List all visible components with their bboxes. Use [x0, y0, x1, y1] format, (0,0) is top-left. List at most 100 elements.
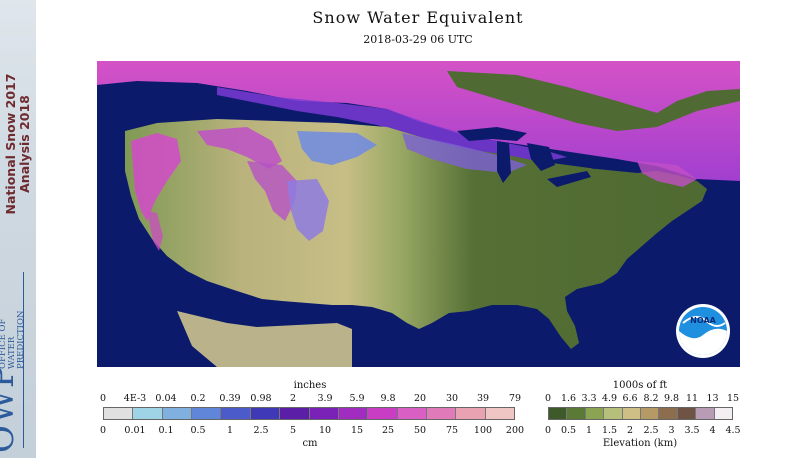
swe-color-swatch: [309, 408, 339, 419]
inch-tick: 30: [445, 393, 459, 404]
elevation-color-scale: [548, 407, 733, 420]
cm-tick: 0: [99, 425, 107, 436]
swe-color-swatch: [368, 408, 398, 419]
cm-tick: 75: [445, 425, 459, 436]
cm-tick: 50: [413, 425, 427, 436]
ft-tick: 6.6: [622, 393, 638, 404]
inch-tick: 2: [289, 393, 297, 404]
elevation-color-swatch: [641, 408, 660, 419]
elevation-color-swatch: [567, 408, 586, 419]
cm-tick: 25: [381, 425, 395, 436]
inch-tick: 20: [413, 393, 427, 404]
colorado-snow: [287, 179, 329, 241]
elevation-color-swatch: [714, 408, 733, 419]
km-tick: 3.5: [684, 425, 700, 436]
elevation-color-swatch: [659, 408, 678, 419]
cm-tick: 15: [350, 425, 364, 436]
ft-tick: 1.6: [560, 393, 577, 404]
inch-tick: 79: [508, 393, 522, 404]
cm-tick: 0.01: [124, 425, 146, 436]
elev-unit-km: Elevation (km): [602, 438, 678, 449]
ft-tick: 4.9: [601, 393, 618, 404]
inch-tick: 3.9: [317, 393, 333, 404]
km-tick: 0: [544, 425, 552, 436]
lake-huron: [527, 143, 555, 171]
inch-tick: 0.39: [219, 393, 241, 404]
swe-color-swatch: [397, 408, 427, 419]
inch-tick: 0.98: [250, 393, 272, 404]
ft-tick: 13: [706, 393, 719, 404]
km-tick: 2.5: [643, 425, 659, 436]
elev-ft-ticks: 0 1.6 3.3 4.9 6.6 8.2 9.8 11 13 15: [544, 393, 739, 405]
elevation-color-swatch: [696, 408, 715, 419]
swe-color-swatch: [280, 408, 310, 419]
cm-tick: 5: [289, 425, 297, 436]
noaa-logo: NOAA: [676, 304, 730, 358]
snow-water-equivalent-map: NOAA: [97, 61, 740, 367]
cm-tick: 10: [318, 425, 332, 436]
cm-tick: 2.5: [253, 425, 269, 436]
swe-inch-ticks: 0 4E-3 0.04 0.2 0.39 0.98 2 3.9 5.9 9.8 …: [99, 393, 521, 405]
lake-ontario: [589, 159, 619, 169]
inch-tick: 0.2: [190, 393, 206, 404]
ft-tick: 0: [544, 393, 552, 404]
km-tick: 1.5: [601, 425, 618, 436]
noaa-logo-text: NOAA: [690, 316, 716, 325]
ft-tick: 15: [726, 393, 740, 404]
sierra-snow: [147, 211, 163, 251]
cm-tick: 200: [505, 425, 525, 436]
cm-tick: 1: [226, 425, 234, 436]
elevation-color-swatch: [549, 408, 568, 419]
ft-tick: 11: [685, 393, 699, 404]
owp-banner: National Snow 2017 Analysis 2018 OFFICE …: [0, 0, 36, 458]
km-tick: 0.5: [560, 425, 577, 436]
cm-tick: 100: [473, 425, 493, 436]
km-tick: 2: [626, 425, 634, 436]
elev-unit-ft: 1000s of ft: [612, 380, 668, 391]
elevation-color-swatch: [622, 408, 642, 419]
inch-tick: 0: [99, 393, 107, 404]
km-tick: 4: [709, 425, 716, 436]
swe-color-swatch: [485, 408, 515, 419]
inch-tick: 0.04: [155, 393, 177, 404]
ft-tick: 3.3: [581, 393, 597, 404]
swe-color-scale: [103, 407, 515, 420]
swe-color-swatch: [104, 408, 134, 419]
km-tick: 1: [585, 425, 593, 436]
mexico: [177, 311, 352, 367]
inch-tick: 9.8: [380, 393, 396, 404]
swe-color-swatch: [192, 408, 222, 419]
lake-michigan: [497, 141, 511, 183]
swe-color-swatch: [221, 408, 251, 419]
rockies-north-snow: [197, 127, 282, 169]
swe-unit-cm: cm: [302, 438, 318, 449]
map-timestamp: 2018-03-29 06 UTC: [363, 33, 473, 46]
banner-divider: [23, 272, 24, 448]
elevation-color-swatch: [677, 408, 697, 419]
cm-tick: 0.1: [158, 425, 174, 436]
map-title: Snow Water Equivalent: [312, 8, 524, 27]
swe-cm-ticks: 0 0.01 0.1 0.5 1 2.5 5 10 15 25 50 75 10…: [99, 425, 524, 437]
inch-tick: 5.9: [349, 393, 365, 404]
swe-color-swatch: [250, 408, 281, 419]
ft-tick: 8.2: [643, 393, 659, 404]
km-tick: 3: [668, 425, 675, 436]
elevation-color-swatch: [604, 408, 623, 419]
lake-superior: [457, 127, 527, 141]
inch-tick: 4E-3: [123, 393, 147, 404]
swe-color-swatch: [338, 408, 369, 419]
ft-tick: 9.8: [663, 393, 680, 404]
inch-tick: 39: [476, 393, 490, 404]
km-tick: 4.5: [725, 425, 741, 436]
upper-midwest-snow: [402, 133, 527, 173]
swe-color-swatch: [133, 408, 163, 419]
pacific-northwest-snow: [131, 133, 181, 221]
swe-unit-inches: inches: [293, 380, 327, 391]
new-england-snow: [637, 161, 697, 187]
elevation-color-swatch: [585, 408, 605, 419]
elev-km-ticks: 0 0.5 1 1.5 2 2.5 3 3.5 4 4.5: [544, 425, 741, 437]
owp-logo-text: OWP: [0, 364, 22, 453]
cm-tick: 0.5: [190, 425, 206, 436]
rockies-snow: [247, 161, 297, 221]
swe-color-swatch: [426, 408, 457, 419]
